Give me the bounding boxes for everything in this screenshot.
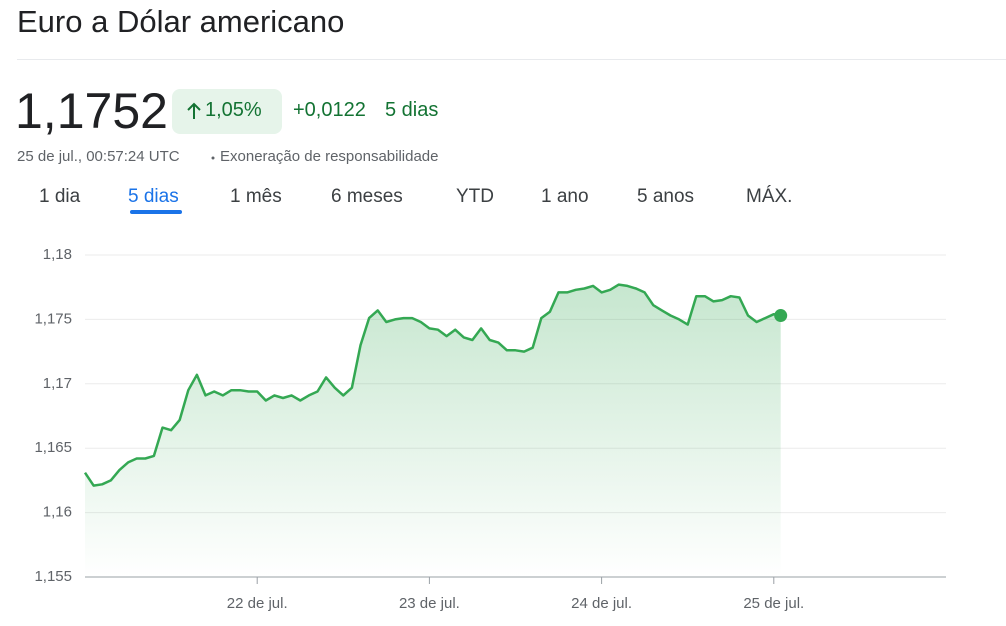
timestamp: 25 de jul., 00:57:24 UTC [17, 148, 180, 165]
y-tick-label: 1,175 [34, 310, 72, 327]
active-tab-indicator [130, 210, 182, 214]
x-tick-label: 25 de jul. [743, 595, 804, 612]
x-tick-label: 24 de jul. [571, 595, 632, 612]
change-badge [172, 89, 282, 134]
title: Euro a Dólar americano [17, 4, 345, 39]
y-tick-label: 1,16 [43, 504, 72, 521]
x-tick-label: 23 de jul. [399, 595, 460, 612]
y-tick-label: 1,165 [34, 439, 72, 456]
last-point [774, 309, 788, 323]
divider [17, 59, 1006, 60]
range-tab[interactable]: 1 dia [39, 186, 81, 207]
range-tab[interactable]: 5 dias [128, 186, 179, 207]
price-line [83, 283, 781, 487]
change-period: 5 dias [385, 99, 439, 121]
y-tick-label: 1,18 [43, 246, 72, 263]
area-fill [85, 284, 781, 577]
range-tab[interactable]: YTD [456, 186, 494, 207]
range-tab[interactable]: MÁX. [746, 186, 793, 207]
range-tab[interactable]: 6 meses [331, 186, 403, 207]
range-tab[interactable]: 1 ano [541, 186, 589, 207]
disclaimer-link[interactable]: Exoneração de responsabilidade [220, 148, 439, 165]
change-value: +0,0122 [293, 99, 366, 121]
range-tab[interactable]: 1 mês [230, 186, 282, 207]
x-tick-label: 22 de jul. [227, 595, 288, 612]
y-tick-label: 1,17 [43, 375, 72, 392]
y-tick-label: 1,155 [34, 568, 72, 585]
range-tab[interactable]: 5 anos [637, 186, 695, 207]
arrow-up-icon [187, 102, 201, 119]
price: 1,1752 [15, 83, 168, 139]
change-percent: 1,05% [205, 99, 262, 121]
separator-dot [211, 156, 215, 160]
